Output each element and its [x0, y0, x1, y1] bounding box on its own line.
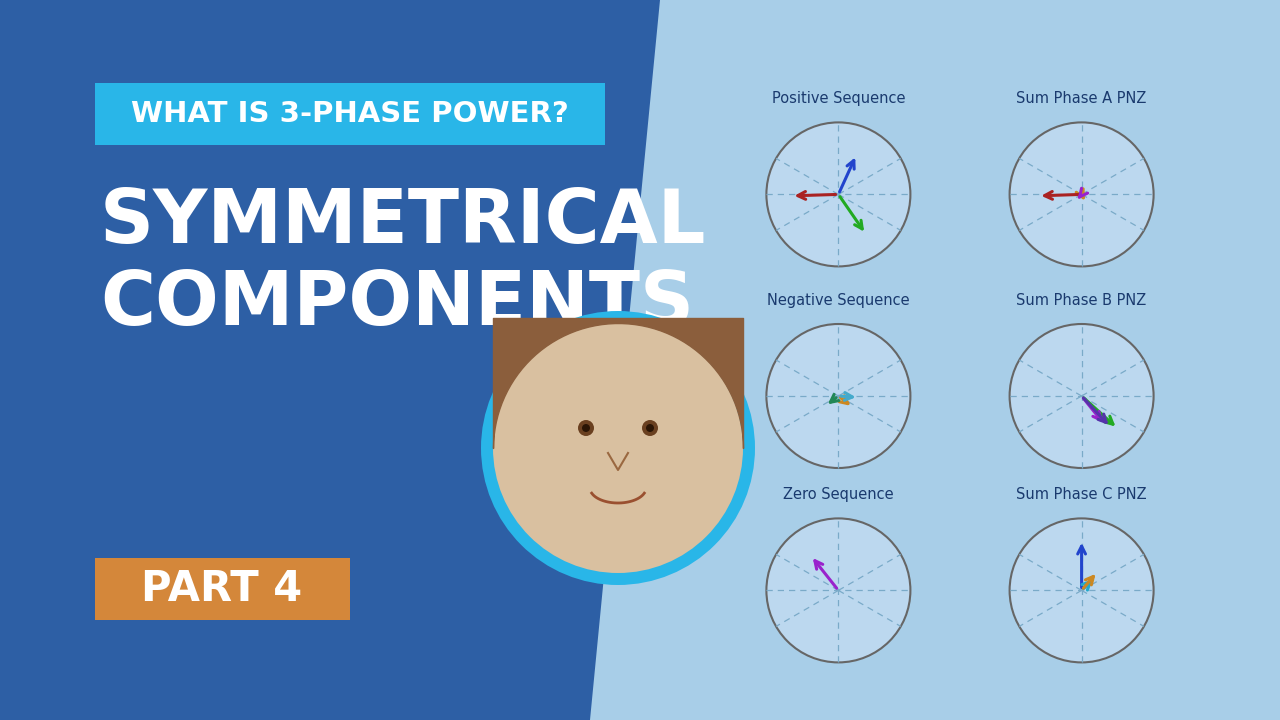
Circle shape	[582, 424, 590, 432]
Text: WHAT IS 3-PHASE POWER?: WHAT IS 3-PHASE POWER?	[131, 100, 568, 128]
Circle shape	[1010, 324, 1153, 468]
Circle shape	[646, 424, 654, 432]
Circle shape	[643, 420, 658, 436]
Circle shape	[493, 323, 742, 573]
Text: Sum Phase C PNZ: Sum Phase C PNZ	[1016, 487, 1147, 503]
Text: Positive Sequence: Positive Sequence	[772, 91, 905, 107]
Circle shape	[767, 518, 910, 662]
Circle shape	[579, 420, 594, 436]
Text: PART 4: PART 4	[141, 568, 302, 610]
Text: Negative Sequence: Negative Sequence	[767, 293, 910, 308]
FancyBboxPatch shape	[95, 83, 605, 145]
Circle shape	[767, 324, 910, 468]
Circle shape	[1010, 518, 1153, 662]
Circle shape	[1010, 122, 1153, 266]
Circle shape	[767, 122, 910, 266]
Polygon shape	[590, 0, 1280, 720]
Circle shape	[481, 311, 755, 585]
Text: SYMMETRICAL: SYMMETRICAL	[100, 186, 707, 258]
Text: Sum Phase A PNZ: Sum Phase A PNZ	[1016, 91, 1147, 107]
FancyBboxPatch shape	[95, 558, 349, 620]
Text: Zero Sequence: Zero Sequence	[783, 487, 893, 503]
Text: COMPONENTS: COMPONENTS	[100, 269, 694, 341]
Text: Sum Phase B PNZ: Sum Phase B PNZ	[1016, 293, 1147, 308]
